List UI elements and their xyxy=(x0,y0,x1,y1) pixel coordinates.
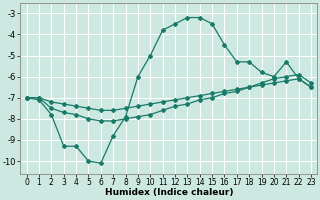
X-axis label: Humidex (Indice chaleur): Humidex (Indice chaleur) xyxy=(105,188,233,197)
